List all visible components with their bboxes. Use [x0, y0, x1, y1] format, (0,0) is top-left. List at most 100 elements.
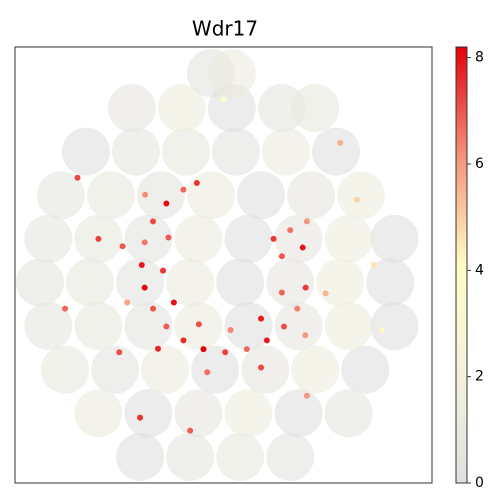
point: [303, 392, 310, 399]
point: [111, 127, 160, 176]
point: [237, 171, 286, 220]
point: [124, 214, 173, 263]
point: [287, 171, 336, 220]
point: [116, 349, 123, 356]
point: [95, 235, 102, 242]
point: [302, 284, 309, 291]
point: [337, 139, 344, 146]
point: [180, 186, 187, 193]
point: [138, 262, 145, 268]
point: [241, 345, 290, 394]
points: [16, 49, 419, 481]
point: [187, 427, 194, 434]
point: [222, 349, 229, 356]
point: [74, 174, 81, 181]
point: [16, 258, 65, 307]
point: [24, 302, 73, 351]
point: [370, 302, 419, 351]
point: [278, 289, 285, 296]
point: [200, 346, 207, 353]
point: [224, 214, 273, 263]
point: [166, 432, 215, 481]
point: [107, 84, 156, 133]
point: [163, 200, 170, 207]
point: [141, 239, 148, 246]
point: [136, 171, 185, 220]
point: [207, 84, 256, 133]
point: [220, 96, 227, 103]
point: [263, 337, 270, 344]
point: [119, 243, 126, 250]
colorbar: [455, 46, 468, 484]
point: [174, 389, 223, 438]
point: [278, 253, 285, 260]
point: [212, 127, 261, 176]
point: [366, 258, 415, 307]
point: [299, 244, 306, 251]
point: [291, 84, 340, 133]
colorbar-tick-label: 4: [475, 262, 484, 278]
point: [191, 345, 240, 394]
point: [180, 337, 187, 344]
point: [312, 127, 361, 176]
point: [291, 345, 340, 394]
point: [270, 235, 277, 242]
point: [204, 369, 211, 376]
point: [124, 299, 131, 306]
point: [141, 345, 190, 394]
point: [150, 305, 157, 312]
point: [150, 218, 157, 225]
point: [66, 258, 115, 307]
point: [36, 171, 85, 220]
point: [124, 389, 173, 438]
point: [257, 84, 306, 133]
point: [341, 345, 390, 394]
point: [62, 305, 69, 312]
point: [61, 127, 110, 176]
point: [195, 321, 202, 328]
point: [324, 302, 373, 351]
point: [216, 258, 265, 307]
point: [353, 196, 360, 203]
point: [303, 218, 310, 225]
point: [161, 127, 210, 176]
point: [155, 345, 162, 352]
point: [287, 227, 294, 234]
point: [207, 49, 256, 98]
point: [165, 234, 172, 241]
point: [91, 345, 140, 394]
point: [216, 432, 265, 481]
point: [262, 127, 311, 176]
point: [302, 332, 309, 339]
point: [24, 214, 73, 263]
point: [322, 290, 329, 297]
point: [160, 267, 167, 274]
point: [124, 302, 173, 351]
point: [116, 432, 165, 481]
point: [163, 323, 170, 330]
point: [166, 258, 215, 307]
point: [294, 305, 301, 312]
point: [258, 315, 265, 322]
point: [157, 84, 206, 133]
colorbar-tick-label: 0: [475, 475, 484, 491]
point: [266, 432, 315, 481]
point: [324, 214, 373, 263]
point: [74, 302, 123, 351]
point: [274, 214, 323, 263]
point: [170, 299, 177, 306]
point: [41, 345, 90, 394]
point: [324, 389, 373, 438]
point: [274, 302, 323, 351]
point: [378, 327, 385, 334]
point: [174, 214, 223, 263]
point: [86, 171, 135, 220]
point: [243, 346, 250, 353]
colorbar-tick-label: 2: [475, 369, 484, 385]
chart-title: Wdr17: [192, 17, 258, 41]
point: [224, 302, 273, 351]
point: [227, 326, 234, 333]
point: [224, 389, 273, 438]
point: [274, 389, 323, 438]
